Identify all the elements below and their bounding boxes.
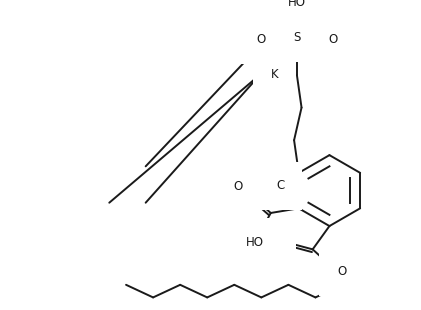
Text: O: O xyxy=(269,235,278,248)
Text: HO: HO xyxy=(246,236,264,249)
Text: O: O xyxy=(256,33,265,46)
Text: K: K xyxy=(271,69,278,82)
Text: O: O xyxy=(234,180,243,193)
Text: HO: HO xyxy=(288,0,306,9)
Text: S: S xyxy=(293,31,301,44)
Text: O: O xyxy=(337,265,346,278)
Text: O: O xyxy=(329,33,338,46)
Text: C: C xyxy=(277,179,285,193)
